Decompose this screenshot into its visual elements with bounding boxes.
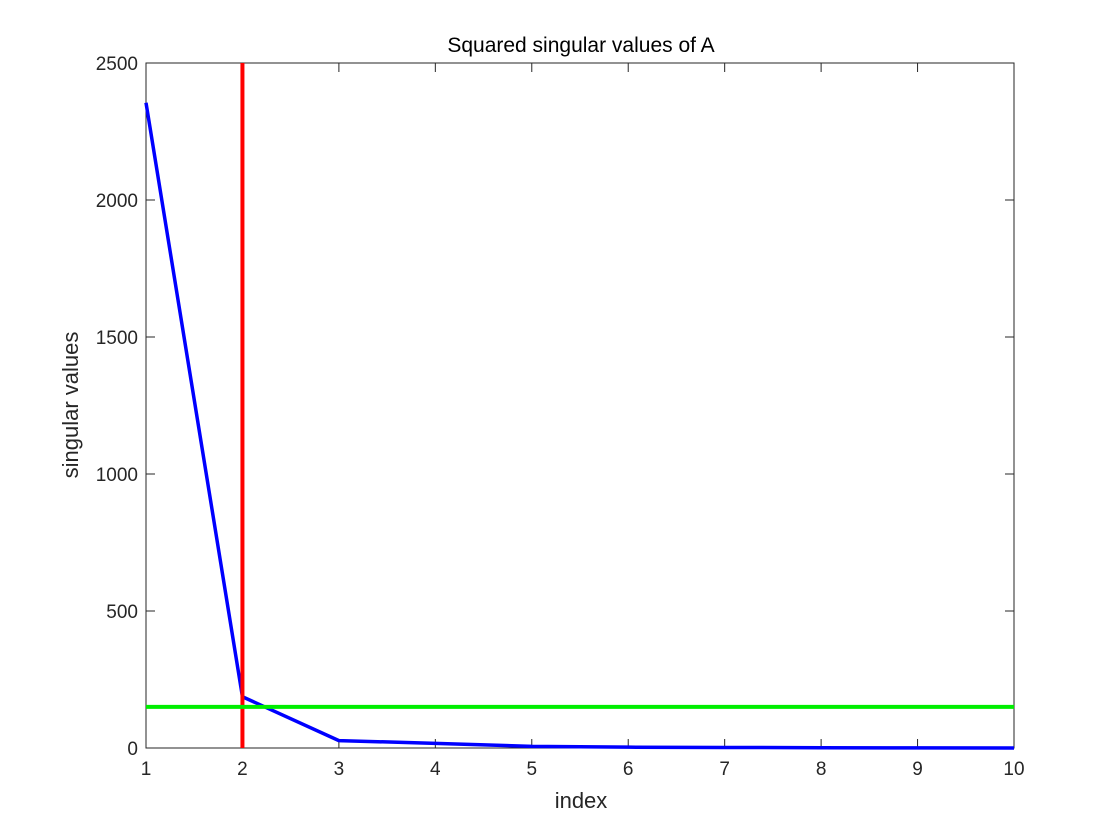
y-tick-label: 2500 [96, 54, 138, 75]
y-tick-label: 2000 [96, 191, 138, 212]
series-line-0 [144, 102, 1015, 750]
y-tick-label: 500 [106, 602, 138, 623]
x-tick-label: 3 [334, 759, 345, 780]
y-tick-label: 0 [127, 739, 138, 760]
x-tick-label: 8 [816, 759, 827, 780]
x-axis-title: index [555, 788, 608, 813]
x-tick-label: 9 [912, 759, 923, 780]
x-tick-label: 6 [623, 759, 634, 780]
y-axis-title: singular values [58, 332, 83, 479]
y-tick-label: 1500 [96, 328, 138, 349]
x-tick-label: 1 [141, 759, 152, 780]
x-tick-label: 4 [430, 759, 441, 780]
y-tick-label: 1000 [96, 465, 138, 486]
x-tick-label: 5 [526, 759, 537, 780]
x-tick-label: 2 [237, 759, 248, 780]
x-tick-label: 7 [719, 759, 730, 780]
x-tick-label: 10 [1003, 759, 1024, 780]
chart-title: Squared singular values of A [447, 34, 714, 57]
plot-area: 1 2 3 4 5 6 7 8 9 10 0 500 1000 1500 2000 2500 [96, 54, 1025, 780]
